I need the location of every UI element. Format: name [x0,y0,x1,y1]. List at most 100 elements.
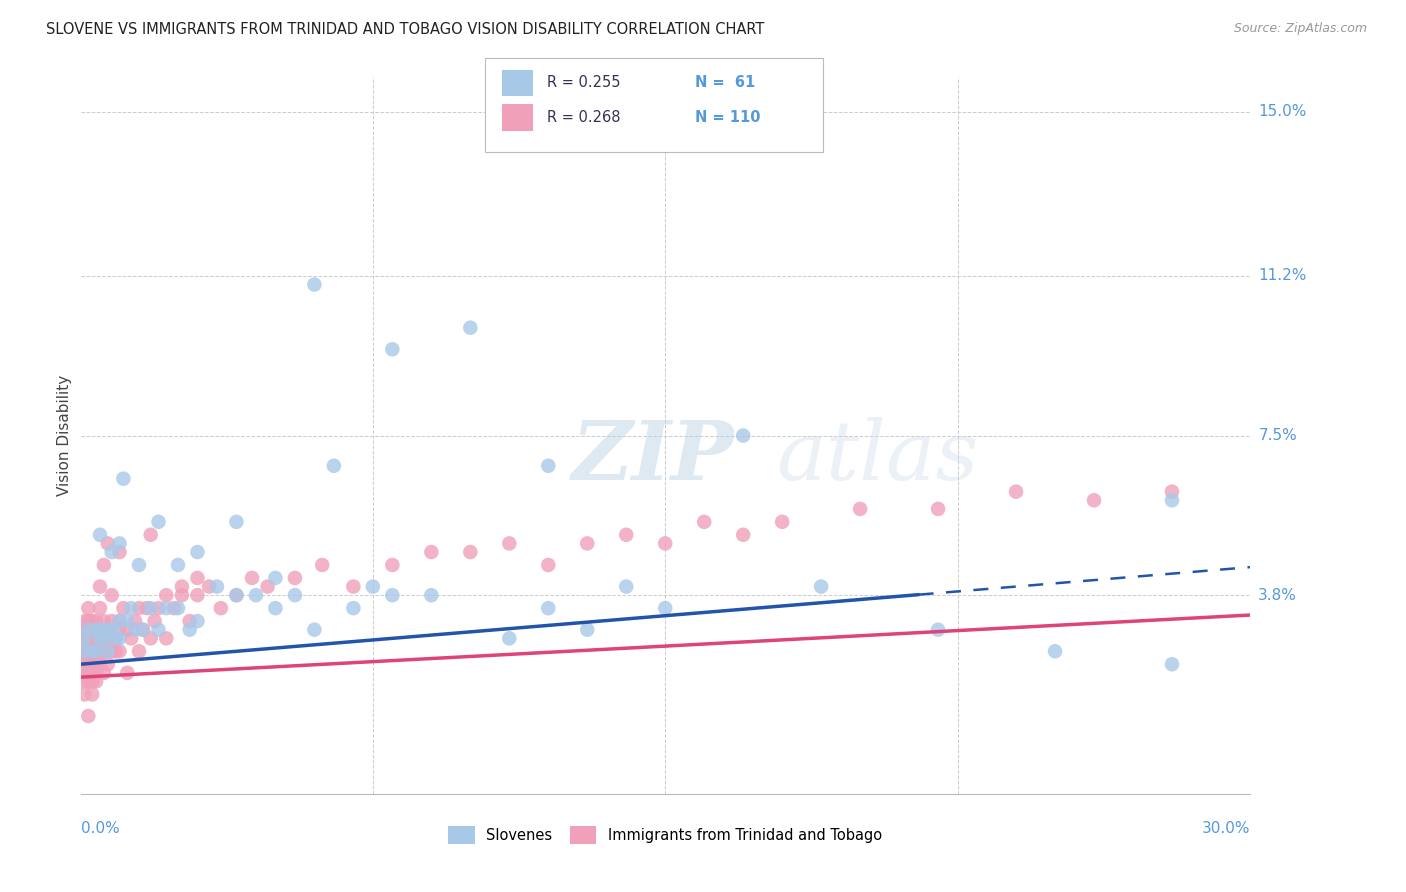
Point [97,644,120,658]
Point [82,644,104,658]
Point [225,588,247,602]
Point [342,601,364,615]
Text: N =  61: N = 61 [695,76,755,90]
Point [849,502,872,516]
Point [82,665,104,680]
Point [537,458,560,473]
Point [97,623,120,637]
Point [304,277,326,292]
Point [284,571,307,585]
Point [179,614,201,628]
Point [120,632,142,646]
Y-axis label: Vision Disability: Vision Disability [58,375,72,496]
Point [77,709,100,723]
Point [576,623,599,637]
Point [148,623,170,637]
Point [654,601,676,615]
Point [100,623,122,637]
Point [361,580,384,594]
Point [342,580,364,594]
Point [1005,484,1028,499]
Point [84,644,107,658]
Point [93,558,115,572]
Point [108,614,131,628]
Point [93,632,115,646]
Point [240,571,263,585]
Point [82,614,104,628]
Point [1161,657,1184,672]
Point [100,632,122,646]
Point [1083,493,1105,508]
Point [537,558,560,572]
Point [810,580,832,594]
Point [733,528,755,542]
Point [89,623,111,637]
Point [82,674,104,689]
Point [322,458,344,473]
Point [108,614,131,628]
Point [420,545,443,559]
Text: atlas: atlas [776,417,979,497]
Point [112,601,135,615]
Point [84,644,107,658]
Point [89,632,111,646]
Text: ZIP: ZIP [572,417,734,497]
Point [84,614,107,628]
Point [73,674,96,689]
Point [84,632,107,646]
Point [93,665,115,680]
Point [537,601,560,615]
Point [73,688,96,702]
Point [73,644,96,658]
Point [82,623,104,637]
Point [179,623,201,637]
Point [100,614,122,628]
Point [460,320,482,334]
Point [128,601,150,615]
Point [84,623,107,637]
Point [84,665,107,680]
Text: 15.0%: 15.0% [1258,104,1306,120]
Point [84,657,107,672]
Point [77,614,100,628]
Text: 11.2%: 11.2% [1258,268,1306,284]
Point [77,632,100,646]
Point [120,601,142,615]
Point [89,632,111,646]
Text: 30.0%: 30.0% [1202,822,1250,837]
Point [93,632,115,646]
Point [97,644,120,658]
Point [264,571,287,585]
Point [93,644,115,658]
Point [89,601,111,615]
Point [1043,644,1066,658]
Point [770,515,793,529]
Point [209,601,232,615]
Point [77,644,100,658]
Point [108,623,131,637]
Point [284,588,307,602]
Point [245,588,267,602]
Point [155,601,177,615]
Point [256,580,278,594]
Point [100,545,122,559]
Point [77,644,100,658]
Point [104,632,127,646]
Point [124,614,146,628]
Point [73,632,96,646]
Point [167,601,190,615]
Point [576,536,599,550]
Point [84,623,107,637]
Point [163,601,186,615]
Point [100,588,122,602]
Point [108,632,131,646]
Point [139,528,162,542]
Point [117,665,139,680]
Point [82,657,104,672]
Point [498,536,520,550]
Text: 7.5%: 7.5% [1258,428,1296,443]
Text: 0.0%: 0.0% [80,822,120,837]
Point [97,623,120,637]
Point [198,580,221,594]
Point [460,545,482,559]
